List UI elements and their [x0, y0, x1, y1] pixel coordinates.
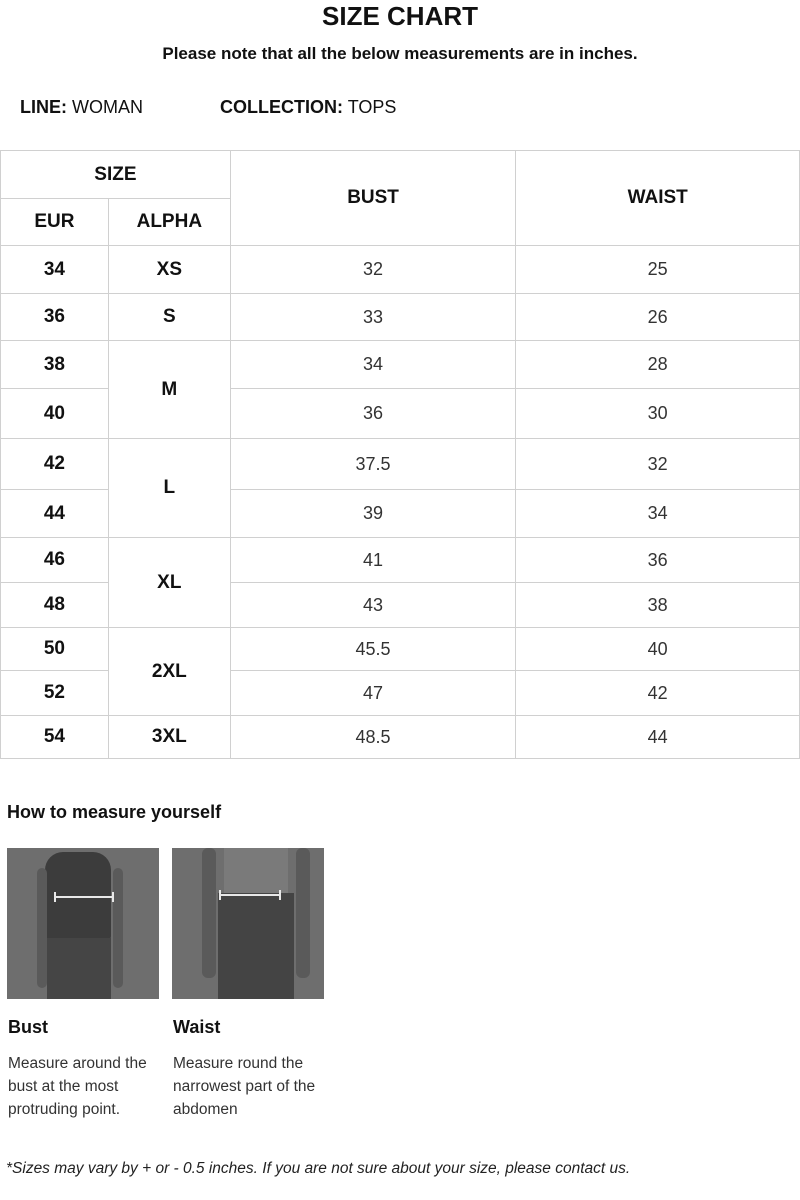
bust-cell: 45.5: [229, 627, 517, 671]
waist-cell: 42: [515, 670, 800, 716]
table-row: 54 3XL 48.5 44: [0, 715, 800, 759]
waist-cell: 25: [515, 245, 800, 294]
bust-cell: 43: [229, 582, 517, 628]
table-row: 42 L 37.5 32: [0, 438, 800, 538]
table-row: 36 S 33 26: [0, 293, 800, 341]
line-label: LINE:: [20, 97, 67, 117]
bust-cell: 34: [229, 340, 517, 389]
waist-label: Waist: [173, 1017, 221, 1037]
waist-cell: 38: [515, 582, 800, 628]
eur-cell: 40: [0, 388, 109, 439]
footnote: *Sizes may vary by + or - 0.5 inches. If…: [6, 1160, 631, 1177]
bust-cell: 48.5: [229, 715, 517, 759]
waist-cell: 28: [515, 340, 800, 389]
bust-measure-image: [7, 848, 159, 999]
line-info: LINE: WOMAN: [20, 97, 143, 118]
table-row: 50 2XL 45.5 40: [0, 627, 800, 716]
header-size: SIZE: [0, 150, 231, 199]
table-row: 34 XS 32 25: [0, 245, 800, 294]
eur-cell: 36: [0, 293, 109, 341]
waist-cell: 34: [515, 489, 800, 538]
table-row: 48 43 38: [0, 582, 800, 628]
alpha-cell: 2XL: [107, 627, 231, 716]
header-alpha: ALPHA: [107, 198, 231, 246]
page-title: SIZE CHART: [322, 1, 478, 31]
table-row: 40 36 30: [0, 388, 800, 439]
alpha-cell: 3XL: [107, 715, 231, 759]
table-row: 38 M 34 28: [0, 340, 800, 439]
units-note: Please note that all the below measureme…: [162, 44, 638, 63]
collection-info: COLLECTION: TOPS: [220, 97, 396, 118]
waist-cell: 36: [515, 537, 800, 583]
bust-cell: 32: [229, 245, 517, 294]
eur-cell: 54: [0, 715, 109, 759]
eur-cell: 34: [0, 245, 109, 294]
collection-label: COLLECTION:: [220, 97, 343, 117]
bust-cell: 36: [229, 388, 517, 439]
waist-cell: 30: [515, 388, 800, 439]
waist-cell: 32: [515, 438, 800, 490]
eur-cell: 52: [0, 670, 109, 716]
bust-cell: 37.5: [229, 438, 517, 490]
bust-cell: 39: [229, 489, 517, 538]
alpha-cell: XL: [107, 537, 231, 628]
eur-cell: 38: [0, 340, 109, 389]
alpha-cell: XS: [107, 245, 231, 294]
waist-cell: 40: [515, 627, 800, 671]
bust-cell: 47: [229, 670, 517, 716]
eur-cell: 50: [0, 627, 109, 671]
eur-cell: 44: [0, 489, 109, 538]
alpha-cell: L: [107, 438, 231, 538]
collection-value: TOPS: [347, 97, 397, 117]
waist-description: Measure round the narrowest part of the …: [173, 1055, 316, 1118]
waist-cell: 44: [515, 715, 800, 759]
size-table: SIZE BUST WAIST EUR ALPHA 34 XS 32 25 36 S 33…: [0, 150, 800, 759]
table-row: 52 47 42: [0, 670, 800, 716]
alpha-cell: S: [107, 293, 231, 341]
header-eur: EUR: [0, 198, 109, 246]
bust-cell: 41: [229, 537, 517, 583]
bust-description: Measure around the bust at the most prot…: [8, 1055, 147, 1118]
eur-cell: 48: [0, 582, 109, 628]
header-bust: BUST: [229, 150, 517, 246]
bust-label: Bust: [8, 1017, 48, 1037]
bust-cell: 33: [229, 293, 517, 341]
eur-cell: 46: [0, 537, 109, 583]
waist-measure-image: [172, 848, 324, 999]
waist-cell: 26: [515, 293, 800, 341]
alpha-cell: M: [107, 340, 231, 439]
howto-title: How to measure yourself: [7, 802, 222, 822]
table-row: 44 39 34: [0, 489, 800, 538]
table-row: 46 XL 41 36: [0, 537, 800, 628]
header-waist: WAIST: [515, 150, 800, 246]
eur-cell: 42: [0, 438, 109, 490]
line-value: WOMAN: [72, 97, 144, 117]
